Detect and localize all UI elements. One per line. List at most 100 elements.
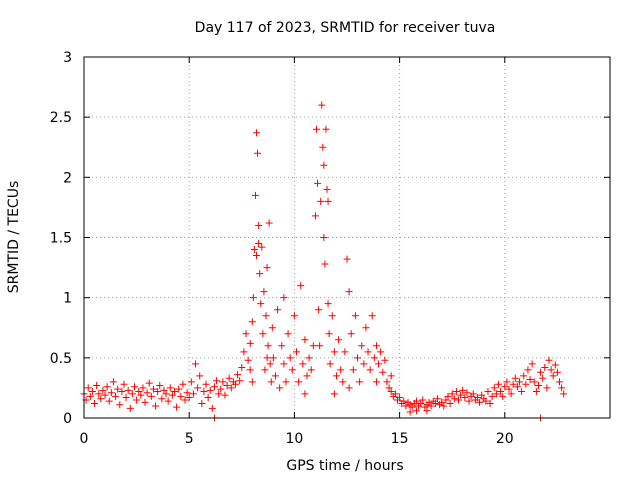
data-point xyxy=(112,392,120,400)
data-point xyxy=(490,384,498,392)
data-point xyxy=(248,378,256,386)
y-tick-label: 1.5 xyxy=(50,231,72,247)
data-point xyxy=(280,294,288,302)
y-tick-label: 2 xyxy=(63,170,72,186)
data-point xyxy=(408,403,416,411)
data-point xyxy=(509,380,517,388)
data-point xyxy=(513,383,521,391)
data-point xyxy=(254,149,262,157)
data-point xyxy=(250,246,258,254)
data-point xyxy=(251,191,259,199)
data-point xyxy=(206,386,214,394)
data-point xyxy=(375,360,383,368)
data-point xyxy=(187,378,195,386)
data-point xyxy=(156,382,164,390)
data-point xyxy=(84,384,92,392)
data-point xyxy=(530,378,538,386)
data-point xyxy=(558,384,566,392)
data-point xyxy=(543,384,551,392)
data-point xyxy=(305,354,313,362)
data-point xyxy=(501,383,509,391)
data-point xyxy=(266,360,274,368)
data-point xyxy=(459,386,467,394)
data-point xyxy=(126,404,134,412)
data-point xyxy=(170,388,178,396)
data-point xyxy=(319,143,327,151)
data-point xyxy=(143,389,151,397)
data-point xyxy=(328,312,336,320)
x-tick-label: 15 xyxy=(391,431,409,447)
data-point xyxy=(524,366,532,374)
data-point xyxy=(192,360,200,368)
data-point xyxy=(339,378,347,386)
data-point xyxy=(549,372,557,380)
data-point xyxy=(116,401,124,409)
data-point xyxy=(101,391,109,399)
data-point xyxy=(223,382,231,390)
data-point xyxy=(497,388,505,396)
data-point xyxy=(238,363,246,371)
data-point xyxy=(423,407,431,415)
data-point xyxy=(341,348,349,356)
x-tick-label: 20 xyxy=(496,431,514,447)
data-point xyxy=(264,342,272,350)
data-point xyxy=(494,380,502,388)
data-point xyxy=(324,197,332,205)
data-point xyxy=(262,312,270,320)
data-point xyxy=(204,394,212,402)
data-point xyxy=(249,294,257,302)
data-point xyxy=(473,394,481,402)
data-point xyxy=(293,348,301,356)
data-point xyxy=(166,384,174,392)
data-point xyxy=(545,356,553,364)
data-point xyxy=(391,390,399,398)
data-point xyxy=(465,397,473,405)
data-point xyxy=(492,390,500,398)
data-point xyxy=(553,368,561,376)
data-point xyxy=(450,395,458,403)
data-point xyxy=(320,161,328,169)
data-point xyxy=(253,252,261,260)
data-point xyxy=(122,394,130,402)
data-point xyxy=(297,282,305,290)
data-point xyxy=(556,378,564,386)
data-point xyxy=(105,397,113,405)
data-point xyxy=(295,378,303,386)
data-point xyxy=(370,354,378,362)
data-point xyxy=(242,330,250,338)
data-point xyxy=(256,270,264,278)
data-point xyxy=(208,404,216,412)
data-point xyxy=(149,385,157,393)
data-point xyxy=(263,354,271,362)
data-point xyxy=(93,382,101,390)
data-point xyxy=(488,392,496,400)
data-point xyxy=(221,391,229,399)
x-tick-label: 5 xyxy=(185,431,194,447)
data-point xyxy=(433,395,441,403)
data-point xyxy=(372,342,380,350)
data-point xyxy=(114,385,122,393)
data-point xyxy=(179,380,187,388)
data-point xyxy=(516,378,524,386)
data-point xyxy=(175,385,183,393)
data-point xyxy=(349,366,357,374)
data-point xyxy=(528,360,536,368)
data-point xyxy=(263,264,271,272)
data-point xyxy=(282,378,290,386)
data-point xyxy=(128,390,136,398)
data-point xyxy=(461,394,469,402)
data-point xyxy=(286,354,294,362)
data-point xyxy=(255,240,263,248)
data-point xyxy=(372,378,380,386)
data-point xyxy=(253,129,261,137)
data-point xyxy=(269,354,277,362)
data-point xyxy=(387,372,395,380)
data-point xyxy=(255,221,263,229)
data-point xyxy=(210,383,218,391)
data-point xyxy=(362,324,370,332)
data-point xyxy=(330,390,338,398)
data-point xyxy=(383,378,391,386)
data-point xyxy=(137,391,145,399)
data-point xyxy=(261,366,269,374)
data-point xyxy=(482,397,490,405)
